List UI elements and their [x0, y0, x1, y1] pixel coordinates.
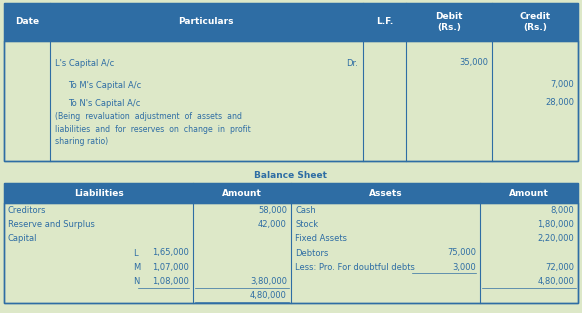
Bar — [4, 183, 578, 303]
Text: 42,000: 42,000 — [258, 220, 287, 229]
Text: 4,80,000: 4,80,000 — [250, 291, 287, 300]
Text: 7,000: 7,000 — [550, 80, 574, 90]
Bar — [193, 183, 291, 203]
Text: 35,000: 35,000 — [459, 59, 488, 68]
Bar — [4, 183, 193, 203]
Text: Less: Pro. For doubtful debts: Less: Pro. For doubtful debts — [295, 263, 415, 272]
Text: Assets: Assets — [369, 188, 403, 198]
Text: 3,80,000: 3,80,000 — [250, 277, 287, 286]
Text: Credit
(Rs.): Credit (Rs.) — [519, 12, 551, 32]
Text: 58,000: 58,000 — [258, 206, 287, 215]
Text: Liabilities: Liabilities — [74, 188, 123, 198]
Text: Dr.: Dr. — [346, 59, 358, 68]
Text: 75,000: 75,000 — [448, 249, 477, 258]
Bar — [291, 183, 480, 203]
Text: Creditors: Creditors — [8, 206, 47, 215]
Text: 28,000: 28,000 — [545, 99, 574, 107]
Text: L: L — [133, 249, 138, 258]
Bar — [363, 3, 406, 41]
Text: Cash: Cash — [295, 206, 316, 215]
Text: Amount: Amount — [509, 188, 549, 198]
Text: 1,65,000: 1,65,000 — [152, 249, 189, 258]
Text: Reserve and Surplus: Reserve and Surplus — [8, 220, 95, 229]
Text: Balance Sheet: Balance Sheet — [254, 172, 328, 181]
Text: Fixed Assets: Fixed Assets — [295, 234, 347, 243]
Bar — [406, 3, 492, 41]
Text: 1,80,000: 1,80,000 — [537, 220, 574, 229]
Text: 1,08,000: 1,08,000 — [152, 277, 189, 286]
Bar — [4, 203, 578, 303]
Text: 72,000: 72,000 — [545, 263, 574, 272]
Text: To N's Capital A/c: To N's Capital A/c — [68, 99, 140, 107]
Bar — [4, 3, 50, 41]
Text: To M's Capital A/c: To M's Capital A/c — [68, 80, 141, 90]
Text: Debit
(Rs.): Debit (Rs.) — [435, 12, 463, 32]
Text: L.F.: L.F. — [375, 18, 393, 27]
Text: 1,07,000: 1,07,000 — [152, 263, 189, 272]
Text: N: N — [133, 277, 140, 286]
Bar — [4, 41, 578, 161]
Text: Stock: Stock — [295, 220, 318, 229]
Text: 3,000: 3,000 — [453, 263, 477, 272]
Bar — [492, 3, 578, 41]
Bar — [480, 183, 578, 203]
Text: 2,20,000: 2,20,000 — [537, 234, 574, 243]
Text: Capital: Capital — [8, 234, 37, 243]
Text: 8,000: 8,000 — [550, 206, 574, 215]
Text: (Being  revaluation  adjustment  of  assets  and
liabilities  and  for  reserves: (Being revaluation adjustment of assets … — [55, 112, 251, 146]
Text: 4,80,000: 4,80,000 — [537, 277, 574, 286]
Text: Date: Date — [15, 18, 39, 27]
Text: Particulars: Particulars — [179, 18, 234, 27]
Text: M: M — [133, 263, 141, 272]
Bar — [4, 3, 578, 161]
Text: L's Capital A/c: L's Capital A/c — [55, 59, 114, 68]
Bar — [50, 3, 363, 41]
Text: Debtors: Debtors — [295, 249, 328, 258]
Text: Amount: Amount — [222, 188, 262, 198]
